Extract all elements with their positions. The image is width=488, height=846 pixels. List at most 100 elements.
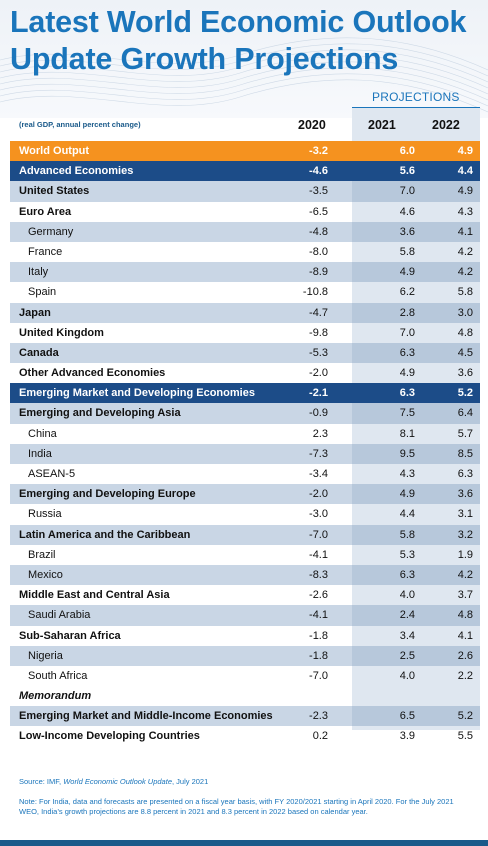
value-2021: 5.8 (399, 528, 415, 541)
value-2022: 4.2 (457, 266, 473, 279)
projection-cell-background (352, 181, 480, 202)
value-2020: -2.0 (309, 367, 328, 380)
wave-mesh-decoration (0, 37, 488, 113)
value-2021: 5.3 (399, 548, 415, 561)
table-row: Emerging and Developing Europe -2.0 4.9 3.6 (10, 484, 480, 505)
table-row: Canada -5.3 6.3 4.5 (10, 342, 480, 364)
row-label: Sub-Saharan Africa (19, 629, 121, 642)
value-2021: 2.8 (399, 306, 415, 319)
value-2021: 6.3 (399, 346, 415, 359)
value-2022: 3.1 (457, 508, 473, 521)
value-2022: 3.0 (457, 306, 473, 319)
value-2020: -4.1 (309, 609, 328, 622)
row-label: United States (19, 185, 90, 198)
value-2020: -3.4 (309, 468, 328, 480)
value-2020: -1.8 (309, 649, 328, 662)
projection-cell-background (352, 564, 480, 586)
value-2020: -9.8 (309, 326, 328, 339)
value-2022: 5.5 (457, 730, 473, 743)
value-2022: 2.2 (457, 669, 473, 682)
bottom-bar (0, 840, 488, 846)
projection-cell-background (352, 686, 480, 706)
row-label: Other Advanced Economies (19, 367, 166, 380)
table-row: United Kingdom -9.8 7.0 4.8 (10, 323, 480, 343)
row-label: Japan (19, 306, 51, 319)
value-2020: 0.2 (312, 730, 328, 743)
row-label: Italy (28, 266, 49, 279)
row-label: Middle East and Central Asia (19, 589, 170, 602)
row-label: Advanced Economies (19, 165, 134, 178)
value-2021: 8.1 (399, 427, 415, 440)
value-2022: 5.8 (457, 286, 473, 299)
row-label: Saudi Arabia (28, 609, 91, 622)
value-2020: -4.1 (309, 548, 328, 561)
projections-label: PROJECTIONS (372, 90, 460, 104)
value-2022: 4.4 (457, 165, 473, 178)
value-2020: -3.2 (309, 145, 328, 157)
projection-cell-background (352, 484, 480, 505)
value-2022: 3.7 (457, 589, 473, 602)
projection-cell-background (352, 342, 480, 364)
table-row: Mexico -8.3 6.3 4.2 (10, 564, 480, 586)
table-row: Italy -8.9 4.9 4.2 (10, 262, 480, 283)
header-banner: Latest World Economic Outlook Update Gro… (0, 0, 488, 118)
projection-cell-background (352, 605, 480, 626)
year-2021-header: 2021 (368, 118, 396, 132)
table-row: Emerging Market and Developing Economies… (10, 383, 480, 404)
row-label: South Africa (28, 669, 88, 682)
value-2020: -6.5 (309, 205, 328, 218)
source-note: Source: IMF, World Economic Outlook Upda… (19, 777, 469, 786)
table-row: Low-Income Developing Countries 0.2 3.9 5.5 (10, 726, 480, 746)
value-2021: 4.0 (399, 589, 415, 602)
value-2022: 3.6 (457, 367, 473, 380)
value-2020: -10.8 (302, 286, 328, 299)
row-label: Nigeria (28, 649, 63, 662)
value-2021: 4.9 (399, 488, 415, 501)
row-label: Emerging Market and Developing Economies (19, 387, 255, 400)
value-2022: 3.2 (457, 528, 473, 541)
value-2022: 4.2 (457, 245, 473, 258)
table-row: Russia -3.0 4.4 3.1 (10, 504, 480, 524)
value-2021: 6.3 (399, 387, 415, 400)
table-row: Germany -4.8 3.6 4.1 (10, 221, 480, 242)
value-2021: 3.6 (399, 225, 415, 238)
page-title: Latest World Economic Outlook Update Gro… (10, 4, 466, 78)
value-2021: 6.2 (399, 286, 415, 299)
title-line-2: Update Growth Projections (10, 42, 399, 76)
table-row: South Africa -7.0 4.0 2.2 (10, 666, 480, 686)
value-2021: 3.4 (399, 629, 415, 642)
value-2020: -7.0 (309, 528, 328, 541)
table-row: Spain -10.8 6.2 5.8 (10, 282, 480, 302)
value-2021: 7.5 (399, 407, 415, 420)
value-2021: 6.3 (399, 568, 415, 581)
value-2020: -4.6 (309, 165, 328, 178)
row-label: Russia (28, 508, 62, 521)
value-2021: 4.9 (399, 367, 415, 380)
value-2021: 6.5 (399, 710, 415, 723)
value-2022: 5.7 (457, 427, 473, 440)
value-2022: 4.1 (457, 225, 473, 238)
value-2021: 4.6 (399, 205, 415, 218)
growth-table: World Output -3.2 6.0 4.9 Advanced Economies… (10, 141, 480, 747)
table-row: Emerging Market and Middle-Income Econom… (10, 706, 480, 727)
value-2022: 4.9 (457, 185, 473, 198)
row-label: Latin America and the Caribbean (19, 528, 191, 541)
table-row: Advanced Economies -4.6 5.6 4.4 (10, 161, 480, 182)
value-2021: 9.5 (399, 447, 415, 460)
year-2022-header: 2022 (432, 118, 460, 132)
row-label: Canada (19, 346, 59, 359)
projection-cell-background (352, 645, 480, 666)
value-2022: 4.5 (457, 346, 473, 359)
value-2020: -3.5 (309, 185, 328, 198)
row-label: Brazil (28, 548, 56, 561)
value-2022: 6.4 (457, 407, 473, 420)
source-prefix: Source: IMF, (19, 777, 64, 786)
value-2022: 4.9 (457, 145, 473, 157)
value-2022: 1.9 (457, 548, 473, 561)
value-2021: 4.3 (399, 468, 415, 480)
table-row: Sub-Saharan Africa -1.8 3.4 4.1 (10, 626, 480, 646)
table-row: Euro Area -6.5 4.6 4.3 (10, 202, 480, 222)
projection-cell-background (352, 706, 480, 727)
table-row: Saudi Arabia -4.1 2.4 4.8 (10, 605, 480, 626)
value-2020: -3.0 (309, 508, 328, 521)
